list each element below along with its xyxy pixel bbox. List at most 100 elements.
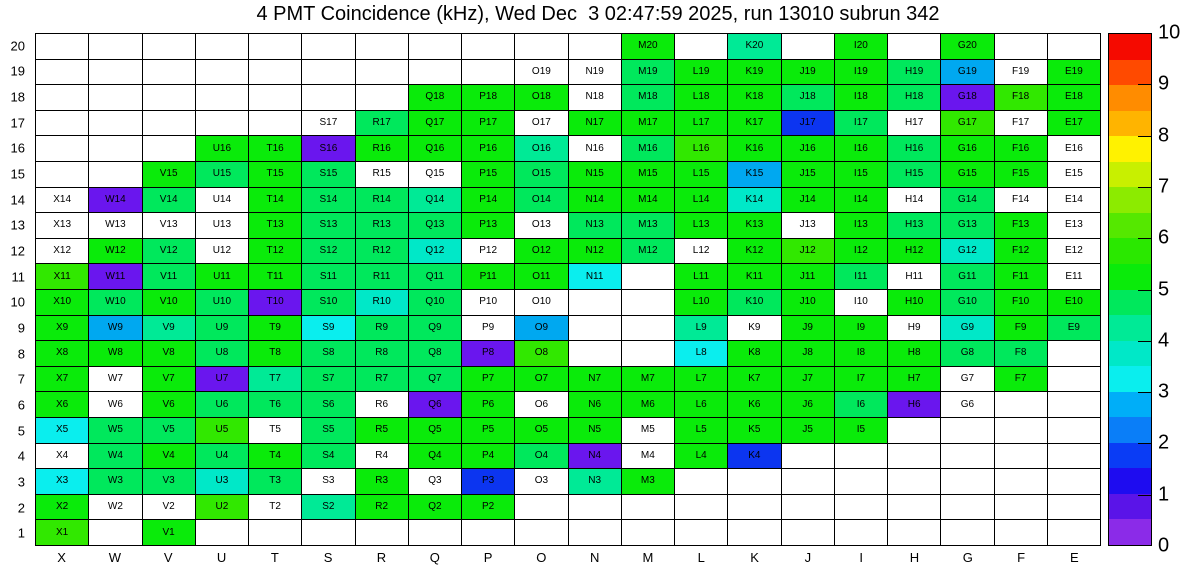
heatmap-cell-R4: R4	[355, 443, 409, 470]
heatmap-cell-L4: L4	[675, 443, 729, 470]
heatmap-cell	[195, 59, 249, 86]
heatmap-cell-T15: T15	[249, 162, 303, 188]
heatmap-cell-H16: H16	[888, 136, 942, 162]
heatmap-cell	[408, 34, 462, 60]
heatmap-cell-V11: V11	[142, 264, 196, 290]
color-scale-band-16	[1109, 110, 1151, 137]
heatmap-cell	[728, 469, 782, 495]
heatmap-cell	[994, 520, 1048, 546]
heatmap-cell-H9: H9	[888, 315, 942, 342]
y-axis-label-10: 10	[10, 294, 25, 310]
y-axis-label-19: 19	[10, 63, 25, 79]
heatmap-cell-F8: F8	[994, 341, 1048, 367]
heatmap-cell-R5: R5	[355, 418, 409, 444]
heatmap-cell-L18: L18	[675, 85, 729, 111]
heatmap-cell-G6: G6	[941, 392, 995, 418]
heatmap-cell-T14: T14	[249, 187, 303, 214]
heatmap-cell-M13: M13	[621, 213, 675, 239]
heatmap-cell-K8: K8	[728, 341, 782, 367]
heatmap-cell-S8: S8	[302, 341, 356, 367]
heatmap-cell-M16: M16	[621, 136, 675, 162]
heatmap-cell-K17: K17	[728, 110, 782, 137]
heatmap-cell-Q13: Q13	[408, 213, 462, 239]
heatmap-cell	[568, 315, 622, 342]
heatmap-cell-U15: U15	[195, 162, 249, 188]
heatmap-cell-O7: O7	[515, 366, 569, 393]
heatmap-cell-Q6: Q6	[408, 392, 462, 418]
heatmap-cell	[675, 494, 729, 521]
heatmap-cell-X12: X12	[36, 238, 90, 265]
heatmap-cell-W14: W14	[89, 187, 143, 214]
heatmap-cell-X7: X7	[36, 366, 90, 393]
y-axis-label-12: 12	[10, 243, 25, 259]
heatmap-cell-L14: L14	[675, 187, 729, 214]
heatmap-cell-M4: M4	[621, 443, 675, 470]
heatmap-cell-P14: P14	[462, 187, 516, 214]
heatmap-cell-O8: O8	[515, 341, 569, 367]
heatmap-cell-X9: X9	[36, 315, 90, 342]
heatmap-cell-Q18: Q18	[408, 85, 462, 111]
heatmap-cell-P12: P12	[462, 238, 516, 265]
color-scale-bar	[1108, 33, 1152, 546]
heatmap-cell-N3: N3	[568, 469, 622, 495]
color-scale-band-2	[1109, 468, 1151, 494]
heatmap-cell-K9: K9	[728, 315, 782, 342]
heatmap-cell	[462, 34, 516, 60]
y-axis-label-16: 16	[10, 140, 25, 156]
heatmap-cell	[1047, 341, 1101, 367]
color-scale-band-11	[1109, 238, 1151, 264]
color-scale-band-7	[1109, 340, 1151, 367]
heatmap-cell-S13: S13	[302, 213, 356, 239]
heatmap-cell-U4: U4	[195, 443, 249, 470]
heatmap-cell	[994, 443, 1048, 470]
heatmap-cell-E12: E12	[1047, 238, 1101, 265]
heatmap-cell-S3: S3	[302, 469, 356, 495]
color-scale-band-18	[1109, 59, 1151, 86]
heatmap-cell	[941, 520, 995, 546]
heatmap-cell-R8: R8	[355, 341, 409, 367]
heatmap-cell	[1047, 34, 1101, 60]
heatmap-cell-H8: H8	[888, 341, 942, 367]
heatmap-cell-H18: H18	[888, 85, 942, 111]
heatmap-cell	[249, 59, 303, 86]
heatmap-cell-N15: N15	[568, 162, 622, 188]
heatmap-cell-K11: K11	[728, 264, 782, 290]
heatmap-cell	[355, 59, 409, 86]
heatmap-cell-G9: G9	[941, 315, 995, 342]
heatmap-cell-J11: J11	[781, 264, 835, 290]
color-scale-label-7: 7	[1158, 175, 1170, 198]
heatmap-cell-O16: O16	[515, 136, 569, 162]
heatmap-cell	[1047, 366, 1101, 393]
heatmap-cell-E18: E18	[1047, 85, 1101, 111]
heatmap-cell-U10: U10	[195, 290, 249, 316]
heatmap-cell-U7: U7	[195, 366, 249, 393]
heatmap-cell-Q12: Q12	[408, 238, 462, 265]
heatmap-cell-P10: P10	[462, 290, 516, 316]
heatmap-cell-X8: X8	[36, 341, 90, 367]
heatmap-cell-Q16: Q16	[408, 136, 462, 162]
heatmap-cell-S6: S6	[302, 392, 356, 418]
heatmap-cell	[621, 315, 675, 342]
heatmap-cell-R2: R2	[355, 494, 409, 521]
heatmap-cell-H10: H10	[888, 290, 942, 316]
heatmap-cell-I18: I18	[834, 85, 888, 111]
heatmap-cell	[36, 162, 90, 188]
heatmap-cell-P5: P5	[462, 418, 516, 444]
heatmap-cell	[36, 59, 90, 86]
heatmap-cell-L12: L12	[675, 238, 729, 265]
heatmap-cell	[89, 162, 143, 188]
y-axis-label-4: 4	[17, 448, 25, 464]
heatmap-cell-M15: M15	[621, 162, 675, 188]
heatmap-cell-P18: P18	[462, 85, 516, 111]
heatmap-cell-I20: I20	[834, 34, 888, 60]
heatmap-cell-R3: R3	[355, 469, 409, 495]
x-axis-label-N: N	[589, 550, 600, 565]
x-axis-label-T: T	[270, 550, 279, 565]
x-axis-label-M: M	[642, 550, 654, 565]
heatmap-cell-S14: S14	[302, 187, 356, 214]
color-scale-label-9: 9	[1158, 72, 1170, 95]
heatmap-cell-X11: X11	[36, 264, 90, 290]
heatmap-cell-K15: K15	[728, 162, 782, 188]
heatmap-cell-P7: P7	[462, 366, 516, 393]
y-axis-label-1: 1	[17, 525, 25, 541]
